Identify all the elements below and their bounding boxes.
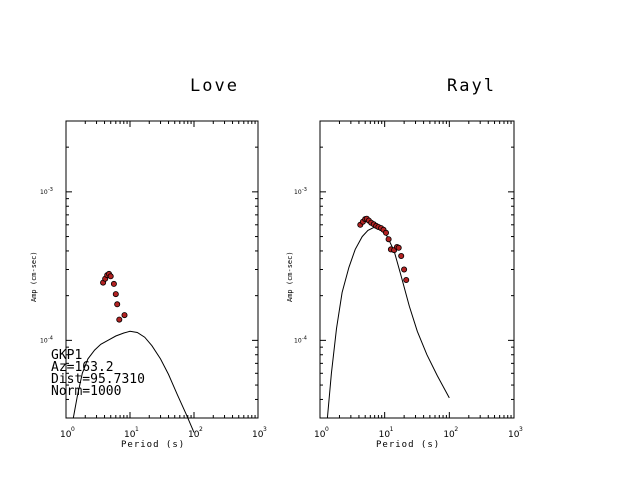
plot-frame <box>319 120 515 419</box>
love-x-axis-label: Period (s) <box>121 440 185 450</box>
x-tick-exponent: 0 <box>71 426 75 433</box>
observed-point <box>401 266 408 273</box>
observed-point <box>112 291 119 298</box>
x-tick-label: 10 <box>124 430 136 440</box>
x-tick-exponent: 2 <box>199 426 203 433</box>
observed-point <box>403 276 410 283</box>
x-tick-label: 10 <box>314 430 326 440</box>
x-tick-label: 10 <box>443 430 455 440</box>
x-tick-exponent: 1 <box>390 426 394 433</box>
x-tick-exponent: 1 <box>135 426 139 433</box>
station-annotation: GKP1 Az=163.2 Dist=95.7310 Norm=1000 <box>51 348 145 399</box>
observed-point <box>107 273 114 280</box>
x-tick-exponent: 3 <box>519 426 523 433</box>
x-tick-exponent: 2 <box>454 426 458 433</box>
love-y-axis-label: Amp (cm-sec) <box>30 251 38 302</box>
x-tick-label: 10 <box>508 430 520 440</box>
observed-point <box>121 312 128 319</box>
y-tick-exponent: -3 <box>302 187 307 193</box>
model-curve <box>326 226 450 419</box>
annotation-azimuth: Az=163.2 <box>51 360 114 375</box>
observed-point <box>398 252 405 259</box>
rayl-x-axis-label: Period (s) <box>376 440 440 450</box>
x-tick-exponent: 3 <box>263 426 267 433</box>
y-tick-label: 10 <box>294 189 302 196</box>
model-curve <box>72 330 195 433</box>
rayl-y-axis-label: Amp (cm-sec) <box>286 251 294 302</box>
y-tick-exponent: -4 <box>302 335 307 341</box>
annotation-distance: Dist=95.7310 <box>51 372 145 387</box>
x-tick-exponent: 0 <box>325 426 329 433</box>
love-panel-title: Love <box>190 76 239 96</box>
observed-point <box>116 316 123 323</box>
annotation-norm: Norm=1000 <box>51 384 121 399</box>
observed-point <box>385 236 392 243</box>
y-tick-exponent: -3 <box>48 187 53 193</box>
x-tick-label: 10 <box>60 430 72 440</box>
y-tick-label: 10 <box>294 337 302 344</box>
y-tick-label: 10 <box>40 189 48 196</box>
observed-point <box>110 280 117 287</box>
x-tick-label: 10 <box>379 430 391 440</box>
x-tick-label: 10 <box>188 430 200 440</box>
observed-point <box>395 244 402 251</box>
observed-point <box>114 301 121 308</box>
observed-point <box>382 229 389 236</box>
y-tick-exponent: -4 <box>48 335 53 341</box>
y-tick-label: 10 <box>40 337 48 344</box>
rayl-panel-title: Rayl <box>447 76 496 96</box>
annotation-station: GKP1 <box>51 348 82 363</box>
x-tick-label: 10 <box>252 430 264 440</box>
